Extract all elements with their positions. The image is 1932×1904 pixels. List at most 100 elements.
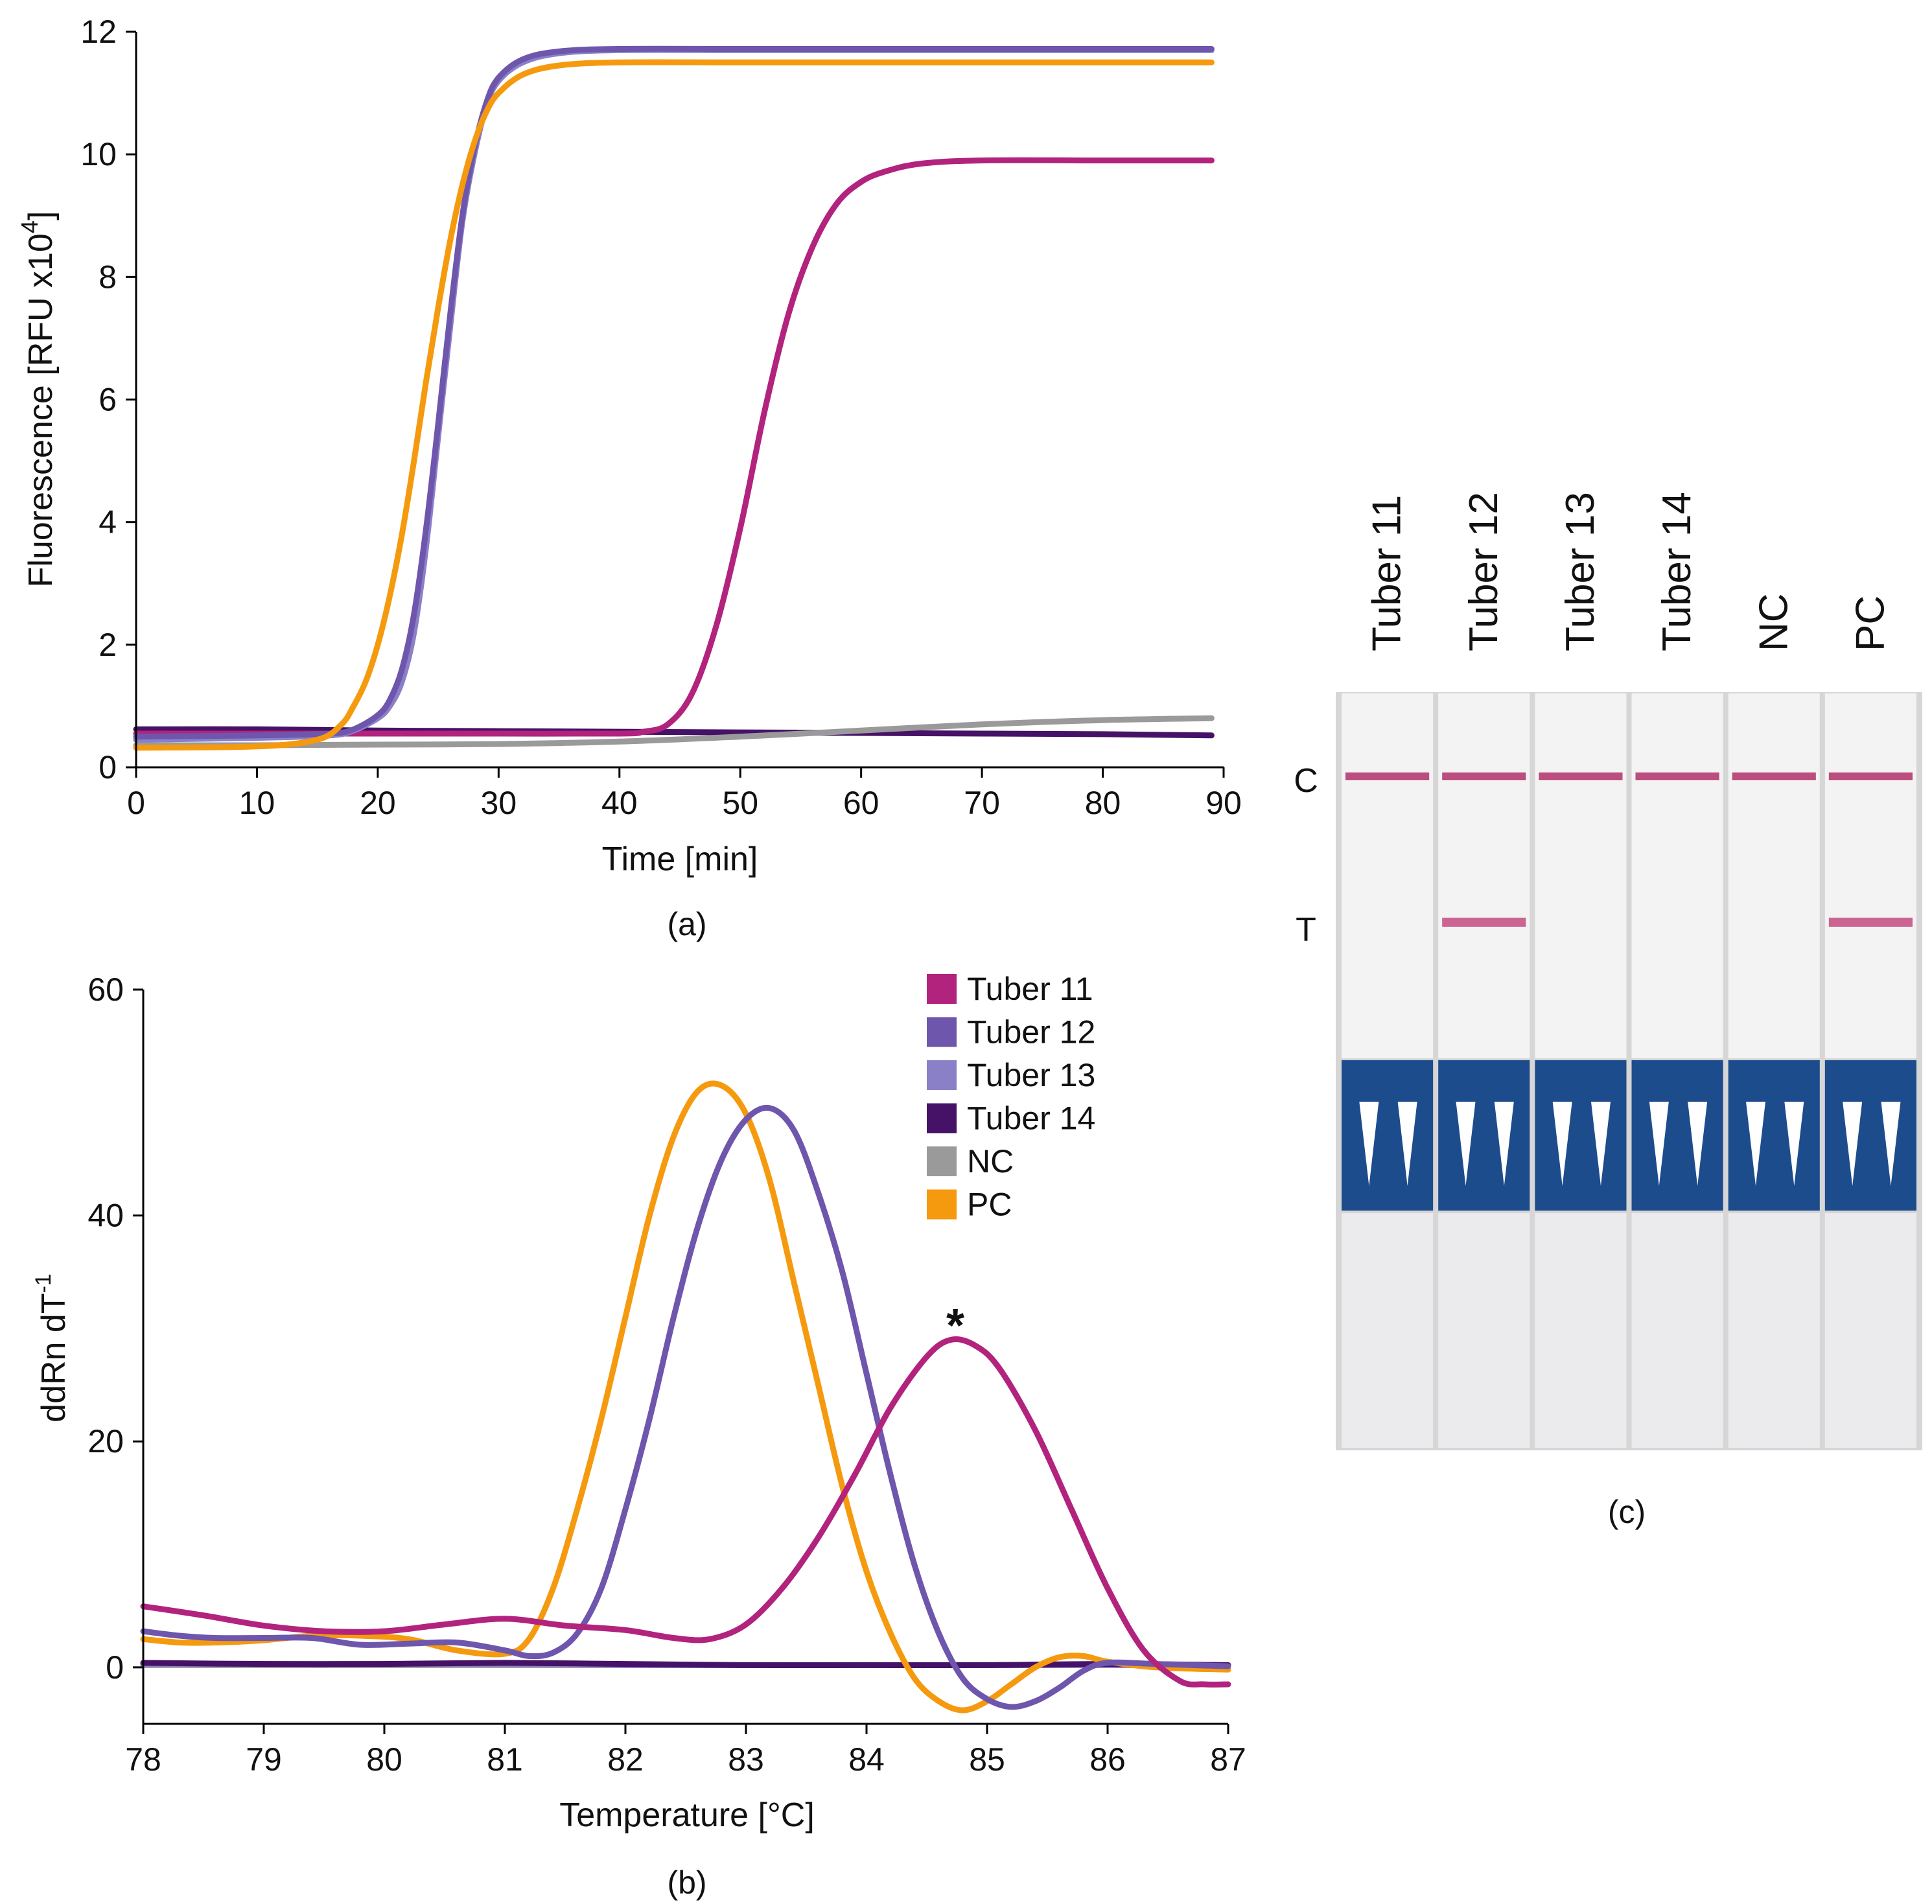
panel-c-caption: (c) bbox=[1608, 1494, 1646, 1530]
strip-photo bbox=[1342, 693, 1916, 1448]
panel-b-series-tuber-14 bbox=[140, 1660, 1231, 1669]
panel-a-x-tick-label: 50 bbox=[722, 785, 758, 821]
lane-label-tuber-13: Tuber 13 bbox=[1558, 492, 1603, 651]
strip-arrow-icon bbox=[1746, 1102, 1766, 1186]
panel-a-series-nc bbox=[133, 715, 1215, 749]
strip-arrow-icon bbox=[1843, 1102, 1863, 1186]
panel-a-series-pc bbox=[133, 59, 1215, 751]
panel-a-series-tuber-14 bbox=[133, 726, 1215, 739]
panel-b-legend: Tuber 11 Tuber 12 Tuber 13 Tuber 14 NC PC bbox=[927, 971, 1095, 1223]
strip-arrow-icon bbox=[1590, 1102, 1611, 1186]
panel-b-y-label: ddRn dT-1 bbox=[31, 1273, 73, 1422]
strip-membrane bbox=[1631, 693, 1723, 1058]
strip-tuber-14 bbox=[1631, 693, 1723, 1448]
strip-photo-background bbox=[1336, 692, 1922, 1450]
panel-a: 0 10 20 30 40 50 60 70 80 90 0 2 4 6 8 10 12 Time [min]… bbox=[16, 14, 1242, 942]
panel-a-x-tick-label: 0 bbox=[127, 785, 145, 821]
strip-arrow-icon bbox=[1359, 1102, 1379, 1186]
strip-sample-pad bbox=[1535, 1213, 1627, 1448]
strip-control-line bbox=[1345, 772, 1430, 780]
panel-a-x-tick-label: 10 bbox=[239, 785, 275, 821]
strip-control-line bbox=[1732, 772, 1816, 780]
strip-control-line bbox=[1828, 772, 1913, 780]
strip-sample-pad bbox=[1438, 1213, 1530, 1448]
legend-label: NC bbox=[967, 1143, 1014, 1179]
panel-b-x-ticks: 78 79 80 81 82 83 84 85 86 87 bbox=[125, 1724, 1246, 1778]
panel-a-x-tick-label: 90 bbox=[1205, 785, 1242, 821]
strip-tuber-11 bbox=[1342, 693, 1434, 1448]
panel-a-y-tick-label: 2 bbox=[99, 627, 117, 663]
legend-label: Tuber 14 bbox=[967, 1100, 1095, 1137]
panel-b-y-tick-label: 0 bbox=[106, 1649, 124, 1686]
strip-test-line bbox=[1828, 918, 1913, 927]
panel-a-y-tick-label: 6 bbox=[99, 382, 117, 418]
legend-label: Tuber 13 bbox=[967, 1057, 1095, 1093]
strip-sample-pad bbox=[1342, 1213, 1434, 1448]
panel-a-series-tuber-13 bbox=[133, 47, 1215, 743]
legend-label: Tuber 12 bbox=[967, 1014, 1095, 1051]
panel-b-x-tick-label: 87 bbox=[1210, 1741, 1246, 1778]
panel-a-x-tick-label: 30 bbox=[481, 785, 517, 821]
panel-b-y-tick-label: 60 bbox=[87, 971, 124, 1008]
strip-blue-band bbox=[1342, 1060, 1434, 1211]
strip-sample-pad bbox=[1728, 1213, 1820, 1448]
strip-arrow-icon bbox=[1552, 1102, 1572, 1186]
strip-pc bbox=[1824, 693, 1916, 1448]
legend-swatch bbox=[927, 1017, 957, 1047]
panel-b-x-tick-label: 78 bbox=[125, 1741, 161, 1778]
strip-arrow-icon bbox=[1456, 1102, 1476, 1186]
panel-c: Tuber 11 Tuber 12 Tuber 13 Tuber 14 NC PC C T… bbox=[1294, 492, 1922, 1530]
lane-label-nc: NC bbox=[1751, 593, 1796, 651]
legend-item-tuber-12: Tuber 12 bbox=[927, 1014, 1095, 1051]
band-label-t: T bbox=[1296, 911, 1316, 949]
strip-lane-labels: Tuber 11 Tuber 12 Tuber 13 Tuber 14 NC PC bbox=[1365, 492, 1893, 651]
strip-membrane bbox=[1342, 693, 1434, 1058]
panel-b-series-tuber-11 bbox=[140, 1336, 1231, 1688]
strip-tuber-12 bbox=[1438, 693, 1530, 1448]
strip-control-line bbox=[1442, 772, 1526, 780]
lane-label-tuber-12: Tuber 12 bbox=[1461, 492, 1506, 651]
panel-b-x-tick-label: 79 bbox=[246, 1741, 282, 1778]
legend-item-tuber-13: Tuber 13 bbox=[927, 1057, 1095, 1093]
strip-membrane bbox=[1438, 693, 1530, 1058]
lane-label-tuber-14: Tuber 14 bbox=[1655, 492, 1699, 651]
strip-membrane bbox=[1535, 693, 1627, 1058]
strip-membrane bbox=[1824, 693, 1916, 1058]
strip-blue-band bbox=[1728, 1060, 1820, 1211]
panel-a-y-tick-label: 10 bbox=[80, 136, 117, 172]
strip-membrane bbox=[1728, 693, 1820, 1058]
panel-a-y-tick-label: 8 bbox=[99, 259, 117, 295]
panel-a-x-tick-label: 40 bbox=[601, 785, 638, 821]
strip-sample-pad bbox=[1824, 1213, 1916, 1448]
strip-arrow-icon bbox=[1649, 1102, 1669, 1186]
strip-arrow-icon bbox=[1397, 1102, 1417, 1186]
strip-arrow-icon bbox=[1881, 1102, 1901, 1186]
panel-b-annotation-asterisk: * bbox=[946, 1300, 964, 1352]
legend-item-nc: NC bbox=[927, 1143, 1014, 1179]
panel-b-x-label: Temperature [°C] bbox=[559, 1796, 815, 1834]
legend-item-pc: PC bbox=[927, 1187, 1012, 1223]
panel-a-y-tick-label: 0 bbox=[99, 749, 117, 785]
panel-b-x-tick-label: 85 bbox=[969, 1741, 1005, 1778]
panel-b: 78 79 80 81 82 83 84 85 86 87 0 20 40 60 Temperature… bbox=[31, 971, 1246, 1901]
strip-nc bbox=[1728, 693, 1820, 1448]
strip-control-line bbox=[1635, 772, 1719, 780]
strip-blue-band bbox=[1438, 1060, 1530, 1211]
panel-b-y-tick-label: 40 bbox=[87, 1198, 124, 1234]
legend-label: PC bbox=[967, 1187, 1012, 1223]
panel-a-x-ticks: 0 10 20 30 40 50 60 70 80 90 bbox=[127, 767, 1242, 821]
legend-swatch bbox=[927, 1060, 957, 1090]
legend-item-tuber-11: Tuber 11 bbox=[927, 971, 1093, 1007]
panel-a-series-tuber-12 bbox=[133, 45, 1215, 740]
legend-swatch bbox=[927, 974, 957, 1004]
panel-b-x-tick-label: 84 bbox=[848, 1741, 885, 1778]
strip-sample-pad bbox=[1631, 1213, 1723, 1448]
panel-b-caption: (b) bbox=[667, 1864, 706, 1901]
strip-arrow-icon bbox=[1688, 1102, 1708, 1186]
panel-b-x-tick-label: 86 bbox=[1089, 1741, 1126, 1778]
strip-control-line bbox=[1539, 772, 1623, 780]
legend-label: Tuber 11 bbox=[967, 971, 1093, 1007]
panel-b-series-pc bbox=[140, 1080, 1231, 1713]
panel-b-x-tick-label: 83 bbox=[728, 1741, 764, 1778]
panel-a-caption: (a) bbox=[667, 906, 706, 942]
